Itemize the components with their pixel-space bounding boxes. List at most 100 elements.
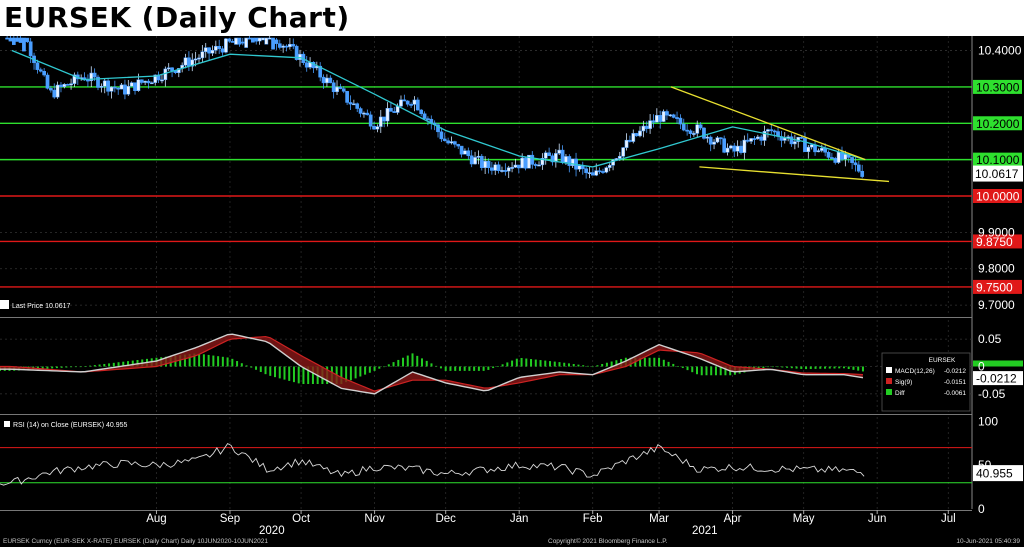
candle-body — [207, 47, 211, 54]
candle-body — [772, 130, 777, 133]
candle-body — [567, 156, 572, 166]
horizontal-levels: 10.3000 10.2000 10.1000 10.0000 9.8750 9.7500 — [0, 79, 1022, 294]
month-label-Mar: Mar — [649, 513, 669, 525]
candle-body — [25, 37, 30, 42]
grid-lines — [0, 36, 973, 511]
diff-bar — [800, 366, 803, 369]
diff-bar — [496, 366, 499, 367]
candle-body — [860, 170, 865, 177]
macd-tick-label: 0 — [978, 360, 985, 374]
candle-body — [288, 44, 292, 48]
diff-bar — [501, 364, 504, 367]
candle-body — [291, 44, 296, 47]
diff-bar — [202, 354, 205, 367]
candle-body — [160, 79, 164, 82]
macd-legend-swatch — [886, 367, 892, 373]
candle-body — [92, 72, 97, 78]
candle-body — [624, 139, 629, 148]
candle-body — [557, 149, 562, 154]
rsi-panel: 40.955 — [0, 443, 1023, 486]
candle-body — [183, 57, 188, 66]
candle-body — [213, 46, 218, 51]
macd-legend-name: Diff — [895, 390, 905, 397]
candle-body — [257, 37, 262, 42]
diff-bar — [402, 357, 405, 367]
diff-bar — [245, 365, 248, 367]
candle-body — [187, 57, 191, 67]
year-label-2021: 2021 — [692, 525, 718, 536]
diff-bar — [767, 366, 770, 368]
candle-body — [692, 133, 696, 135]
candle-body — [641, 125, 646, 132]
month-label-Jun: Jun — [868, 513, 887, 525]
candle-body — [594, 170, 599, 176]
diff-bar — [492, 366, 495, 369]
candle-body — [230, 41, 235, 43]
candle-body — [665, 111, 669, 116]
diff-bar — [117, 362, 120, 367]
candle-body — [335, 86, 339, 93]
level-label: 10.2000 — [976, 117, 1020, 131]
candle-body — [358, 108, 363, 114]
candle-body — [338, 86, 343, 89]
rsi-tick-label: 50 — [978, 458, 992, 472]
candle-body — [116, 87, 121, 90]
diff-bar — [852, 366, 855, 370]
level-label-bg — [973, 234, 1022, 249]
candle-body — [628, 139, 632, 142]
candle-body — [668, 114, 673, 117]
diff-bar — [420, 358, 423, 367]
diff-bar — [74, 366, 77, 368]
candle-body — [35, 62, 40, 70]
diff-bar — [672, 363, 675, 367]
candle-body — [712, 141, 716, 145]
candle-body — [247, 37, 252, 40]
candle-body — [203, 47, 208, 52]
month-label-Nov: Nov — [364, 513, 385, 525]
candle-body — [362, 112, 366, 115]
candle-body — [284, 45, 289, 48]
candle-body — [109, 86, 114, 92]
diff-bar — [383, 366, 386, 368]
candle-body — [405, 100, 410, 105]
diff-bar — [615, 360, 618, 367]
diff-bar — [563, 362, 566, 367]
candle-body — [819, 147, 824, 151]
diff-bar — [368, 366, 371, 373]
diff-bar — [345, 366, 348, 383]
chart-canvas: 10.3000 10.2000 10.1000 10.0000 9.8750 9.7500… — [0, 36, 1023, 536]
candle-body — [755, 136, 760, 139]
month-label-Jan: Jan — [510, 513, 529, 525]
candle-body — [513, 164, 518, 168]
candle-body — [59, 84, 63, 87]
moving-average — [11, 49, 866, 168]
candle-body — [240, 41, 245, 44]
diff-bar — [288, 366, 291, 381]
candle-body — [415, 99, 420, 111]
candle-body — [530, 154, 535, 165]
candle-body — [210, 49, 215, 54]
diff-bar — [435, 365, 438, 367]
diff-bar — [250, 366, 253, 368]
candle-body — [264, 37, 269, 45]
candle-body — [459, 145, 464, 155]
candle-body — [469, 155, 474, 165]
level-label-bg — [973, 79, 1022, 94]
diff-bar — [274, 366, 277, 378]
macd-tick-label: 0.05 — [978, 332, 1002, 346]
candle-body — [617, 155, 622, 159]
diff-bar — [411, 353, 414, 367]
candle-body — [688, 130, 693, 134]
candle-body — [170, 67, 174, 72]
candle-body — [227, 38, 232, 42]
candle-body — [543, 152, 548, 159]
candle-body — [99, 86, 104, 88]
candle-body — [412, 99, 417, 105]
candle-body — [789, 136, 794, 145]
axis-labels: 10.4000 9.9000 9.8000 9.7000 0.05 0 -0.05 100 50… — [146, 44, 1021, 536]
ma-line — [11, 49, 866, 168]
level-label: 10.1000 — [976, 153, 1020, 167]
candle-body — [277, 43, 282, 48]
price-tick-label: 9.8000 — [978, 262, 1015, 276]
diff-bar — [567, 363, 570, 367]
